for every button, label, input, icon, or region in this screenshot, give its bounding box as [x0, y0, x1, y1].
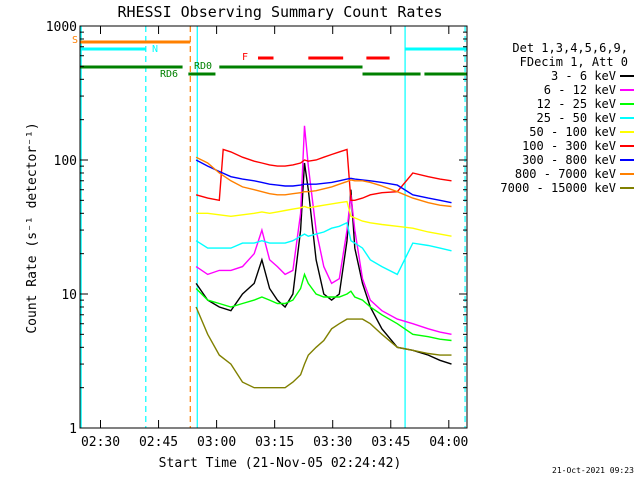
legend-item-label: 800 - 7000 keV: [514, 167, 616, 181]
x-tick-label: 02:30: [81, 435, 120, 450]
status-label-s: S: [72, 35, 78, 46]
series-line-8: [195, 306, 452, 389]
legend-swatch: [620, 187, 634, 189]
x-tick-label: 04:00: [429, 435, 468, 450]
chart-title: RHESSI Observing Summary Count Rates: [117, 3, 442, 21]
status-label-n: N: [152, 44, 158, 55]
x-axis-label: Start Time (21-Nov-05 02:24:42): [159, 456, 402, 471]
legend-item-label: 50 - 100 keV: [529, 125, 616, 139]
legend-swatch: [620, 103, 634, 105]
legend-item: 50 - 100 keV: [478, 125, 638, 139]
legend-swatch: [620, 117, 634, 119]
series-line-5: [195, 148, 452, 202]
legend-item-label: 100 - 300 keV: [522, 139, 616, 153]
series-line-2: [195, 272, 452, 342]
legend-item: 3 - 6 keV: [478, 69, 638, 83]
y-tick-label: 1: [69, 422, 77, 437]
legend-item-label: 3 - 6 keV: [550, 69, 616, 83]
legend-swatch: [620, 145, 634, 147]
legend-header-line-2: FDecim 1, Att 0: [519, 55, 628, 69]
legend-item: 300 - 800 keV: [478, 153, 638, 167]
legend-swatch: [620, 131, 634, 133]
status-label-rd6: RD6: [160, 69, 178, 80]
y-tick-label: 100: [54, 154, 77, 169]
legend: Det 1,3,4,5,6,9, FDecim 1, Att 0 3 - 6 k…: [478, 41, 638, 195]
status-label-rd0: RD0: [194, 61, 212, 72]
series-line-6: [195, 159, 452, 204]
series-line-4: [196, 200, 452, 237]
legend-header-line-1: Det 1,3,4,5,6,9,: [512, 41, 628, 55]
x-tick-label: 03:45: [371, 435, 410, 450]
x-tick-label: 02:45: [139, 435, 178, 450]
legend-swatch: [620, 89, 634, 91]
x-tick-label: 03:00: [197, 435, 236, 450]
x-tick-label: 03:30: [313, 435, 352, 450]
series-line-1: [195, 125, 452, 335]
series-line-7: [195, 156, 452, 208]
legend-item: 12 - 25 keV: [478, 97, 638, 111]
y-axis-label: Count Rate (s⁻¹ detector⁻¹): [25, 122, 40, 333]
legend-item: 25 - 50 keV: [478, 111, 638, 125]
series-line-3: [195, 221, 452, 276]
y-tick-label: 10: [61, 288, 77, 303]
timestamp-footer: 21-Oct-2021 09:23: [552, 466, 634, 475]
legend-item-label: 25 - 50 keV: [536, 111, 616, 125]
legend-item: 7000 - 15000 keV: [478, 181, 638, 195]
series-line-0: [195, 162, 452, 365]
legend-swatch: [620, 159, 634, 161]
legend-item-label: 300 - 800 keV: [522, 153, 616, 167]
legend-swatch: [620, 75, 634, 77]
legend-item: 6 - 12 keV: [478, 83, 638, 97]
legend-item-label: 6 - 12 keV: [543, 83, 616, 97]
legend-item-label: 7000 - 15000 keV: [500, 181, 616, 195]
x-tick-label: 03:15: [255, 435, 294, 450]
legend-item-label: 12 - 25 keV: [536, 97, 616, 111]
legend-swatch: [620, 173, 634, 175]
legend-item: 800 - 7000 keV: [478, 167, 638, 181]
y-tick-label: 1000: [46, 20, 77, 35]
plot-frame: [79, 25, 468, 429]
status-label-f: F: [242, 52, 248, 63]
legend-item: 100 - 300 keV: [478, 139, 638, 153]
